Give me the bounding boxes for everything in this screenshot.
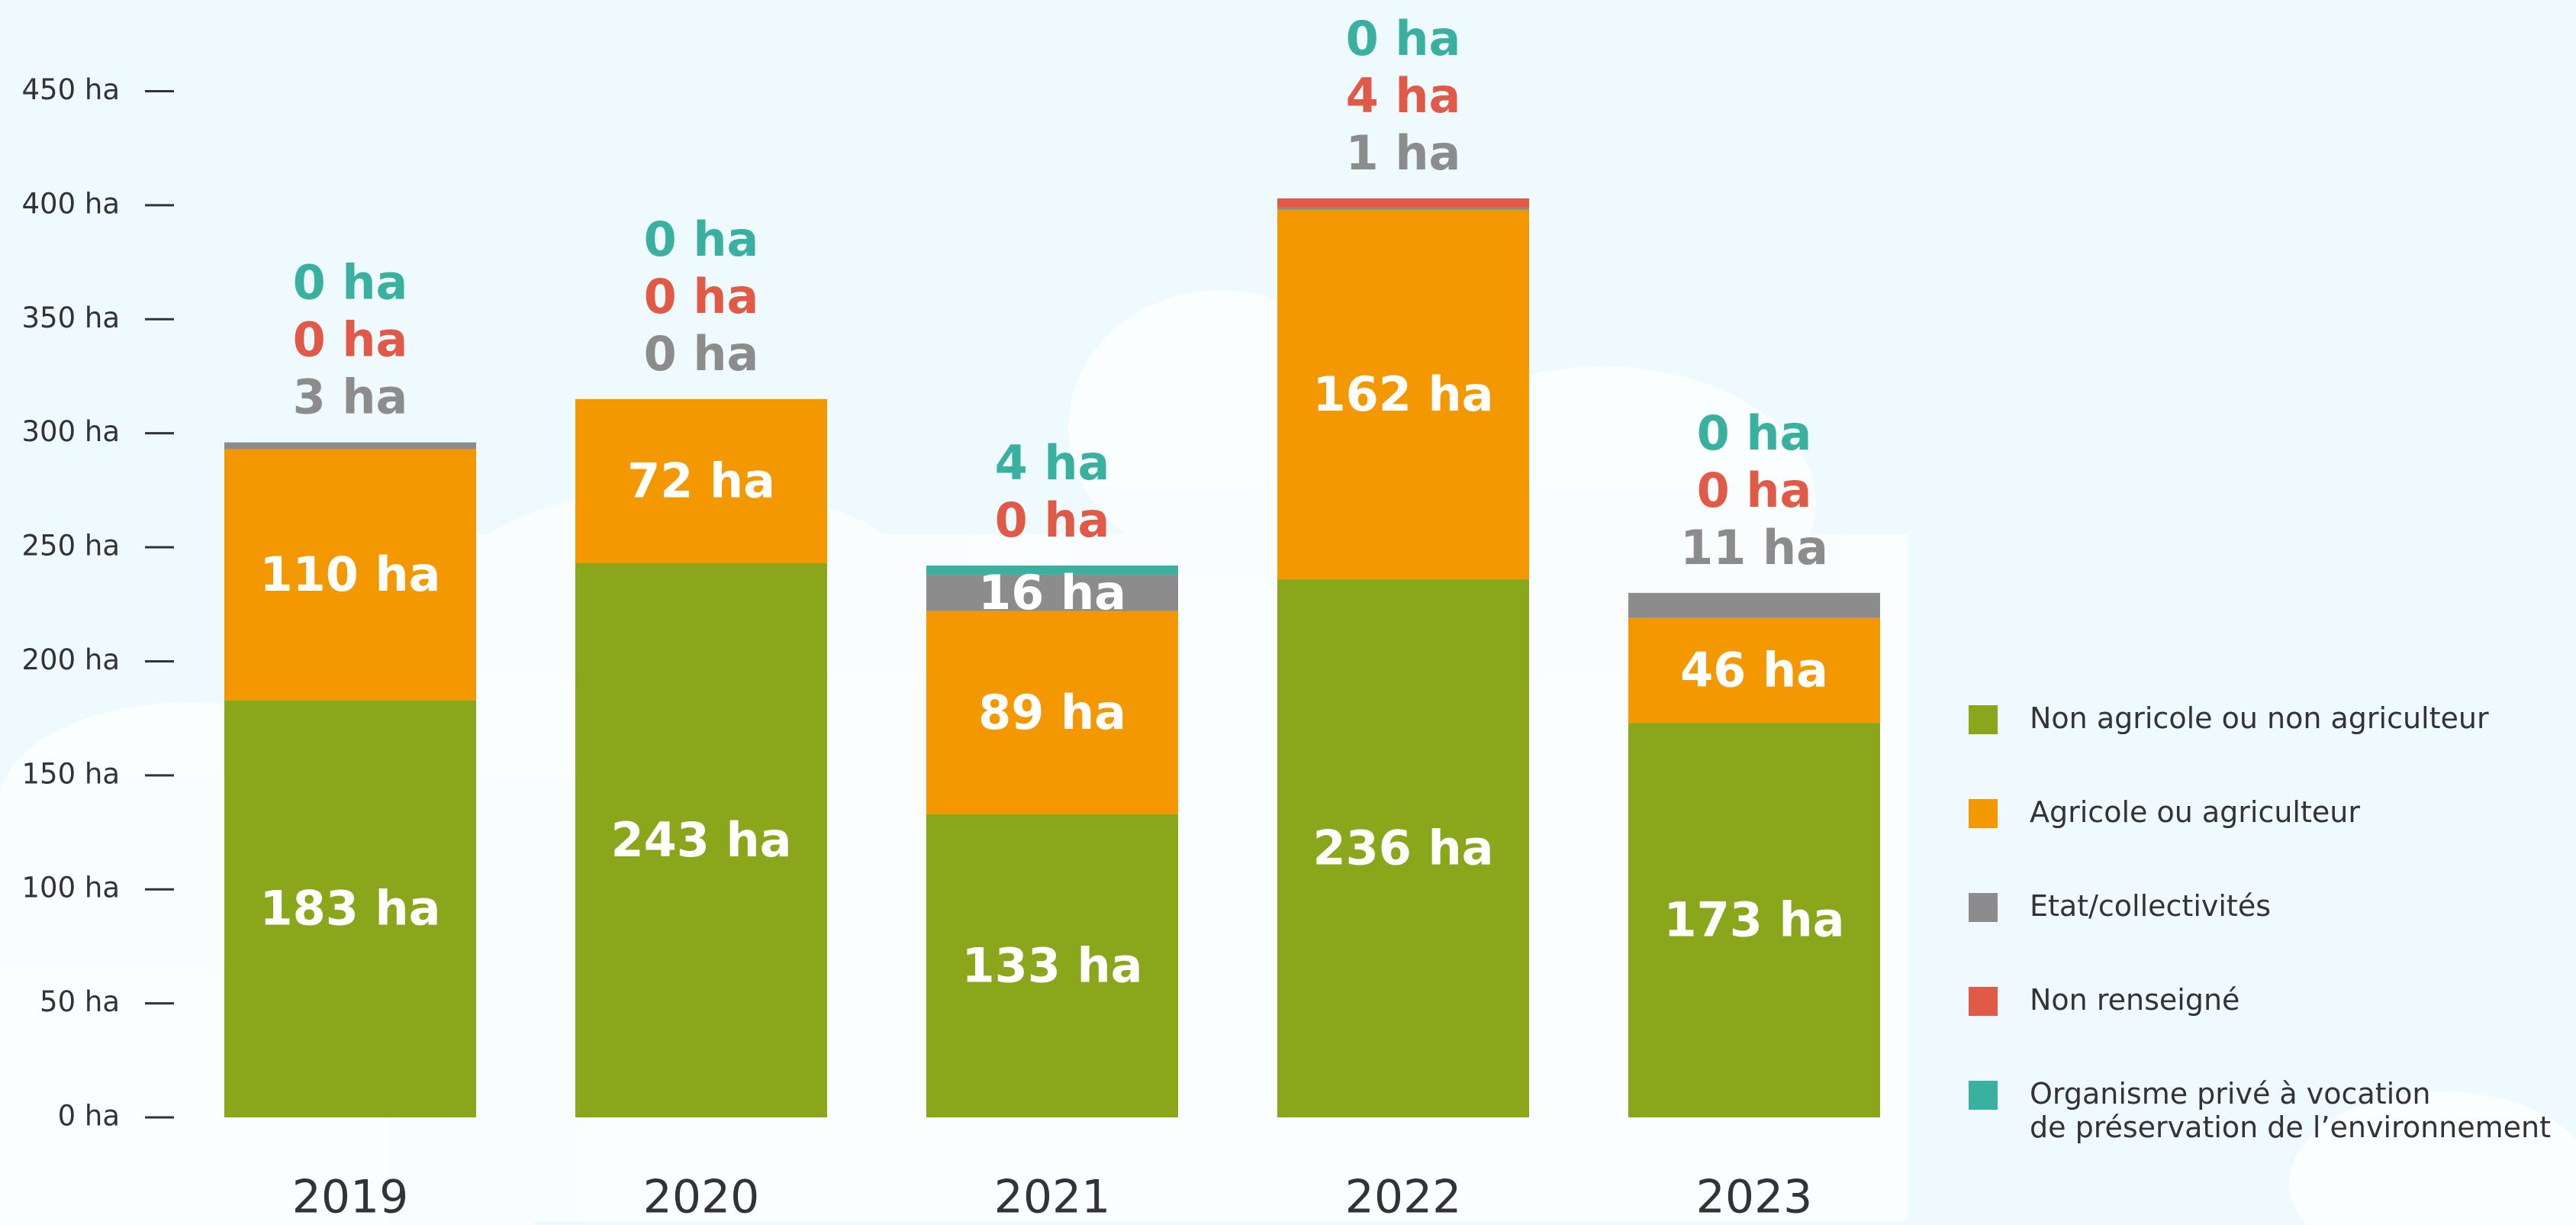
value-label: 16 ha [978, 565, 1126, 621]
y-tick-label: 100 ha [21, 872, 120, 904]
value-label: 0 ha [995, 492, 1110, 548]
value-label: 0 ha [1697, 463, 1812, 518]
bar-segment [926, 611, 1178, 814]
x-tick-label: 2023 [1696, 1171, 1813, 1224]
y-tick-label: 350 ha [21, 301, 120, 334]
y-tick-label: 200 ha [21, 643, 120, 676]
y-tick-label: 250 ha [21, 530, 120, 563]
value-label: 72 ha [627, 453, 775, 509]
value-label: 0 ha [293, 312, 408, 368]
value-label: 162 ha [1313, 366, 1494, 422]
legend-swatch [1969, 893, 1998, 922]
y-tick-label: 400 ha [21, 187, 120, 220]
value-label: 89 ha [978, 685, 1126, 740]
legend-swatch [1969, 799, 1998, 828]
value-label: 0 ha [293, 255, 408, 311]
value-label: 110 ha [260, 546, 441, 602]
value-label: 133 ha [962, 937, 1143, 993]
bar-segment [575, 398, 827, 563]
value-label: 4 ha [1346, 68, 1461, 124]
legend-swatch [1969, 987, 1998, 1016]
y-tick-label: 0 ha [58, 1100, 120, 1133]
value-label: 243 ha [611, 812, 792, 868]
legend-item: Agricole ou agriculteur [1969, 795, 2551, 890]
bar-segment [1628, 592, 1880, 618]
bar-segment [224, 449, 476, 701]
y-tick-label: 50 ha [40, 985, 120, 1018]
legend: Non agricole ou non agriculteur Agricole … [1969, 701, 2551, 1172]
legend-item: Organisme privé à vocation de préservati… [1969, 1077, 2551, 1172]
value-label: 0 ha [644, 326, 759, 382]
legend-label: Agricole ou agriculteur [2030, 795, 2360, 829]
value-label: 4 ha [995, 435, 1110, 491]
bar-segment [575, 563, 827, 1117]
legend-item: Non agricole ou non agriculteur [1969, 701, 2551, 796]
x-tick-label: 2022 [1345, 1171, 1462, 1224]
legend-item: Etat/collectivités [1969, 889, 2551, 984]
bar-segment [224, 700, 476, 1117]
legend-swatch [1969, 1081, 1998, 1110]
y-tick-label: 150 ha [21, 757, 120, 790]
legend-label: Non agricole ou non agriculteur [2030, 701, 2489, 735]
value-label: 11 ha [1680, 520, 1828, 575]
value-label: 173 ha [1664, 892, 1845, 948]
y-tick-label: 300 ha [21, 415, 120, 448]
x-tick-label: 2019 [292, 1171, 409, 1224]
bar-segment [926, 574, 1178, 611]
legend-item: Non renseigné [1969, 983, 2551, 1078]
value-label: 236 ha [1313, 820, 1494, 876]
x-tick-label: 2021 [994, 1171, 1111, 1224]
bar-segment [1277, 209, 1529, 579]
value-label: 183 ha [260, 881, 441, 936]
bar-segment [1277, 579, 1529, 1117]
value-label: 46 ha [1680, 642, 1828, 698]
legend-label: Etat/collectivités [2030, 889, 2272, 923]
bar-segment [1628, 617, 1880, 724]
value-label: 0 ha [644, 211, 759, 267]
bar-segment [1277, 207, 1529, 210]
bar-segment [926, 565, 1178, 575]
value-label: 1 ha [1346, 125, 1461, 181]
bar-segment [1277, 198, 1529, 208]
value-label: 0 ha [644, 269, 759, 324]
value-label: 0 ha [1346, 11, 1461, 66]
legend-swatch [1969, 705, 1998, 734]
legend-label: Organisme privé à vocation de préservati… [2030, 1077, 2551, 1144]
bar-segment [224, 442, 476, 450]
bar-segment [1628, 723, 1880, 1117]
legend-label: Non renseigné [2030, 983, 2240, 1017]
bar-segment [926, 814, 1178, 1117]
x-tick-label: 2020 [643, 1171, 760, 1224]
value-label: 0 ha [1697, 405, 1812, 461]
value-label: 3 ha [293, 369, 408, 425]
y-tick-label: 450 ha [21, 73, 120, 106]
